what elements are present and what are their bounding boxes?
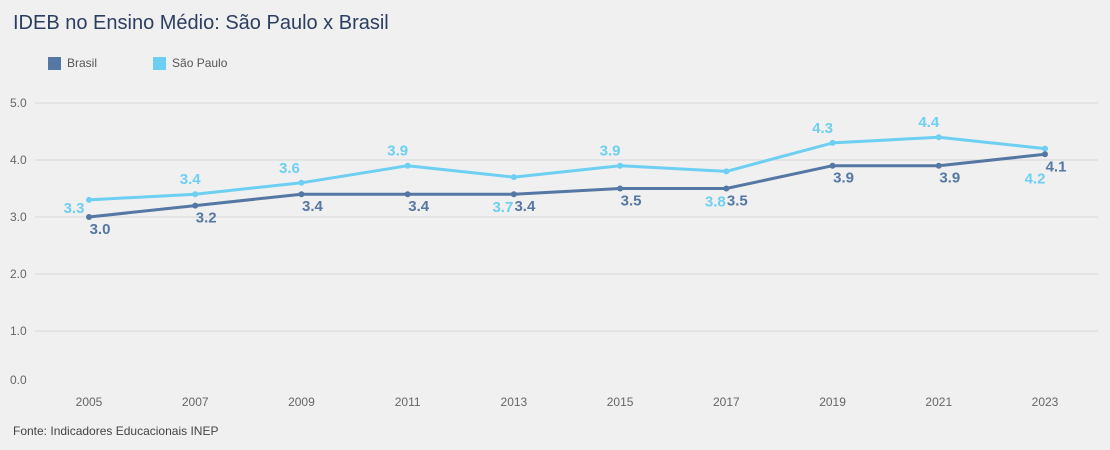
data-point-brasil [829, 162, 836, 169]
y-tick-label: 4.0 [10, 153, 27, 167]
x-tick-label: 2023 [1032, 395, 1059, 409]
data-point-sao-paulo [86, 196, 92, 203]
data-label-brasil: 3.5 [621, 193, 642, 210]
legend-label-sao-paulo: São Paulo [172, 56, 228, 70]
data-point-brasil [935, 162, 942, 169]
legend-swatch-sao-paulo [153, 56, 167, 70]
y-tick-label: 0.0 [10, 373, 27, 387]
data-label-brasil: 3.5 [727, 193, 748, 210]
data-point-sao-paulo [1042, 145, 1048, 152]
data-label-sao-paulo: 3.7 [492, 199, 513, 216]
data-point-brasil [1042, 151, 1048, 158]
data-label-brasil: 3.4 [302, 198, 324, 215]
data-label-sao-paulo: 4.3 [812, 120, 833, 137]
x-tick-label: 2007 [182, 395, 209, 409]
grid-lines [35, 102, 1098, 332]
data-point-brasil [404, 191, 411, 198]
legend: Brasil São Paulo [48, 55, 227, 71]
data-point-sao-paulo [298, 179, 305, 186]
legend-swatch-brasil [48, 56, 61, 70]
legend-label-brasil: Brasil [67, 56, 98, 70]
data-point-brasil [192, 202, 199, 209]
y-tick-label: 3.0 [10, 210, 27, 224]
data-label-sao-paulo: 3.9 [600, 143, 621, 160]
data-label-sao-paulo: 3.4 [180, 171, 202, 188]
data-label-brasil: 3.9 [833, 170, 854, 187]
data-label-sao-paulo: 3.8 [705, 193, 726, 210]
x-tick-label: 2013 [501, 395, 528, 409]
y-tick-label: 2.0 [10, 267, 27, 281]
series-lines [86, 134, 1048, 220]
data-point-brasil [723, 185, 730, 192]
data-point-sao-paulo [192, 191, 199, 198]
x-tick-label: 2015 [607, 395, 634, 409]
data-point-brasil [86, 214, 92, 220]
legend-item-brasil[interactable]: Brasil [48, 56, 97, 70]
data-point-sao-paulo [723, 168, 730, 175]
series-line-sao-paulo [87, 135, 1047, 202]
data-label-brasil: 4.1 [1046, 158, 1067, 175]
data-label-brasil: 3.4 [408, 198, 430, 215]
y-tick-label: 5.0 [10, 96, 27, 110]
data-label-sao-paulo: 4.2 [1025, 171, 1046, 188]
data-label-brasil: 3.2 [196, 210, 217, 227]
x-tick-label: 2011 [395, 395, 421, 409]
data-point-sao-paulo [829, 139, 836, 146]
x-tick-label: 2017 [713, 395, 740, 409]
data-labels: 3.0 3.2 3.4 3.4 3.4 3.5 3.5 3.9 3.9 4.1 3.3 3.4 3.6 3… [64, 114, 1067, 238]
data-point-sao-paulo [935, 134, 942, 141]
data-label-sao-paulo: 3.9 [387, 143, 408, 160]
x-tick-label: 2019 [819, 395, 846, 409]
data-label-sao-paulo: 4.4 [918, 114, 940, 131]
legend-item-sao-paulo[interactable]: São Paulo [153, 56, 227, 70]
data-point-brasil [510, 191, 517, 198]
chart-title: IDEB no Ensino Médio: São Paulo x Brasil [13, 12, 389, 34]
data-label-sao-paulo: 3.6 [279, 160, 300, 177]
x-tick-label: 2005 [76, 395, 103, 409]
data-point-brasil [298, 191, 305, 198]
data-label-brasil: 3.9 [939, 170, 960, 187]
x-tick-label: 2009 [288, 395, 315, 409]
y-axis-ticks: 0.0 1.0 2.0 3.0 4.0 5.0 [10, 96, 27, 387]
data-point-brasil [617, 185, 624, 192]
data-label-sao-paulo: 3.3 [64, 200, 85, 217]
source-note: Fonte: Indicadores Educacionais INEP [13, 424, 219, 438]
series-line-brasil [87, 152, 1047, 219]
data-label-brasil: 3.4 [514, 198, 536, 215]
y-tick-label: 1.0 [10, 324, 27, 338]
data-point-sao-paulo [510, 174, 517, 181]
data-point-sao-paulo [404, 162, 411, 169]
data-label-brasil: 3.0 [90, 221, 111, 238]
x-tick-label: 2021 [925, 395, 952, 409]
x-axis-ticks: 2005 2007 2009 2011 2013 2015 2017 2019 2021 2023 [76, 395, 1059, 409]
data-point-sao-paulo [617, 162, 624, 169]
